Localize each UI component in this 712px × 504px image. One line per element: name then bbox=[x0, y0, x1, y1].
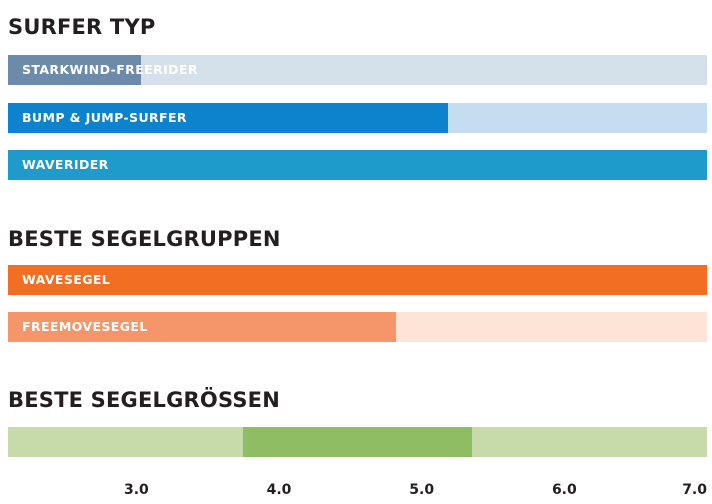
bar-fill-waverider bbox=[8, 150, 707, 180]
bar-freemovesegel: FREEMOVESEGEL bbox=[8, 312, 707, 342]
bar-label-freemovesegel: FREEMOVESEGEL bbox=[22, 319, 148, 334]
bar-fill-bump-jump-surfer bbox=[8, 103, 449, 133]
tick-label-6-0: 6.0 bbox=[551, 482, 577, 498]
sail-size-range-bar bbox=[8, 427, 707, 457]
bar-fill-freemovesegel bbox=[8, 312, 396, 342]
tick-label-7-0: 7.0 bbox=[682, 482, 707, 498]
section-title-surfer-typ: SURFER TYP bbox=[8, 15, 156, 39]
bar-label-starkwind-freerider: STARKWIND-FREERIDER bbox=[22, 62, 198, 77]
section-title-beste-segelgruppen: BESTE SEGELGRUPPEN bbox=[8, 227, 281, 251]
bar-label-bump-jump-surfer: BUMP & JUMP-SURFER bbox=[22, 110, 187, 125]
tick-label-5-0: 5.0 bbox=[409, 482, 435, 498]
sail-size-range-fill bbox=[243, 427, 472, 457]
bar-waverider: WAVERIDER bbox=[8, 150, 707, 180]
bar-wavesegel: WAVESEGEL bbox=[8, 265, 707, 295]
tick-label-3-0: 3.0 bbox=[123, 482, 149, 498]
bar-label-waverider: WAVERIDER bbox=[22, 157, 109, 172]
bar-starkwind-freerider: STARKWIND-FREERIDER bbox=[8, 55, 707, 85]
sail-size-axis: 3.0 4.0 5.0 6.0 7.0 bbox=[0, 480, 712, 502]
tick-label-4-0: 4.0 bbox=[266, 482, 292, 498]
bar-label-wavesegel: WAVESEGEL bbox=[22, 272, 111, 287]
bar-fill-starkwind-freerider bbox=[8, 55, 141, 85]
section-title-beste-segelgroessen: BESTE SEGELGRÖSSEN bbox=[8, 388, 280, 412]
bar-bump-jump-surfer: BUMP & JUMP-SURFER bbox=[8, 103, 707, 133]
bar-fill-wavesegel bbox=[8, 265, 707, 295]
